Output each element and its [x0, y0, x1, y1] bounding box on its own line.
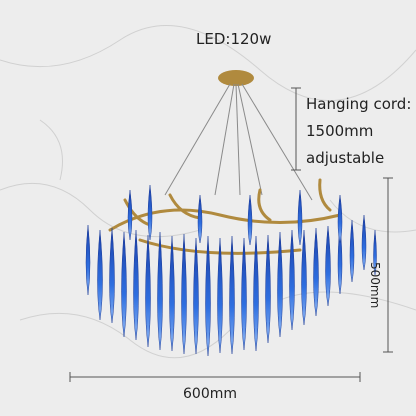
hanging-cables: [164, 83, 313, 201]
hanging-cord-label: Hanging cord:: [306, 95, 412, 113]
width-dimension-label: 600mm: [183, 386, 237, 402]
dimension-lines: [69, 87, 393, 382]
ceiling-canopy: [218, 70, 254, 86]
hanging-cord-adjustable: adjustable: [306, 149, 385, 167]
hanging-cord-length: 1500mm: [306, 122, 374, 140]
blue-crystal-drops: [85, 184, 377, 357]
height-dimension-label: 500mm: [368, 262, 382, 309]
brass-branches: [108, 178, 342, 255]
led-power-label: LED:120w: [196, 30, 272, 48]
